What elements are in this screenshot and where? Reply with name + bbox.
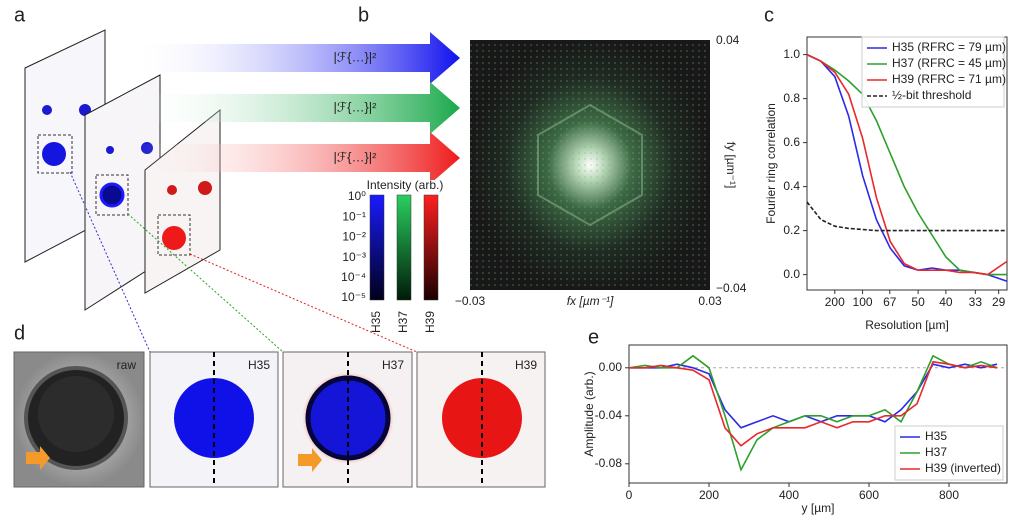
roi bbox=[95, 174, 129, 216]
panel-letter: d bbox=[14, 322, 25, 344]
x-tick-label: 33 bbox=[969, 295, 983, 309]
x-tick-label: 400 bbox=[779, 488, 799, 502]
colorbar-bg bbox=[362, 180, 452, 194]
object bbox=[167, 185, 177, 195]
tile-label: H37 bbox=[382, 358, 404, 372]
series-line bbox=[628, 354, 998, 472]
series-line bbox=[629, 360, 998, 447]
x-tick-label: 0 bbox=[626, 488, 633, 502]
x-tick-label: 100 bbox=[853, 295, 873, 309]
x-tick-label: 50 bbox=[911, 295, 925, 309]
object bbox=[42, 142, 66, 166]
y-axis-label: Amplitude (arb.) bbox=[582, 371, 596, 456]
arrow bbox=[130, 32, 460, 84]
panel-d: raw H35 H37 H39 bbox=[13, 351, 546, 488]
y-tick-label: -0.04 bbox=[595, 408, 623, 422]
legend-label: H39 (RFRC = 71 µm) bbox=[892, 72, 1006, 86]
series-line bbox=[806, 201, 1007, 232]
transform-label: |ℱ{…}|² bbox=[334, 149, 378, 164]
panel-letter: e bbox=[588, 326, 599, 348]
x-tick-label: 800 bbox=[939, 488, 959, 502]
colorbar-ticks: 10⁰ 10⁻¹ 10⁻² 10⁻³ 10⁻⁴ 10⁻⁵ bbox=[341, 189, 366, 304]
object bbox=[99, 182, 125, 208]
colorbar-tick-label: 10⁻² bbox=[342, 230, 366, 244]
x-tick-label: 200 bbox=[825, 295, 845, 309]
object bbox=[42, 105, 52, 115]
legend-label: H37 bbox=[925, 445, 947, 459]
colorbar bbox=[423, 194, 439, 301]
transform-label: |ℱ{…}|² bbox=[334, 99, 378, 114]
x-tick-label: 29 bbox=[992, 295, 1006, 309]
colorbar bbox=[396, 194, 412, 301]
object bbox=[106, 146, 114, 154]
x-tick-label: 200 bbox=[699, 488, 719, 502]
connector bbox=[69, 171, 151, 353]
roi bbox=[37, 134, 73, 174]
y-tick-label: 0.2 bbox=[783, 223, 800, 237]
panel-letter: a bbox=[14, 4, 26, 26]
colorbar-tick-label: 10⁻³ bbox=[342, 250, 366, 264]
arrow bbox=[130, 132, 460, 184]
marker-arrow bbox=[298, 448, 322, 472]
colorbar-name: H35 bbox=[369, 311, 383, 333]
chart: 0.0 0.2 0.4 0.6 0.8 1.0 200 100 67 50 40 33 29 Resolu… bbox=[764, 36, 1008, 332]
x-tick-label: 40 bbox=[939, 295, 953, 309]
object bbox=[162, 226, 186, 250]
y-tick-label: 0.8 bbox=[783, 91, 800, 105]
colorbar-title: Intensity (arb.) bbox=[367, 178, 444, 192]
panel-letter: b bbox=[358, 4, 369, 26]
colorbar-name: H37 bbox=[396, 311, 410, 333]
transform-label: |ℱ{…}|² bbox=[334, 49, 378, 64]
legend-label: H35 bbox=[925, 429, 947, 443]
colorbar bbox=[369, 194, 385, 301]
tile-label: H35 bbox=[248, 358, 270, 372]
legend-label: ½-bit threshold bbox=[892, 88, 971, 102]
hexagon bbox=[537, 103, 643, 227]
tile-label: H39 bbox=[515, 358, 537, 372]
x-tick-label: 600 bbox=[859, 488, 879, 502]
series-line bbox=[806, 53, 1008, 276]
x-tick-label: −0.03 bbox=[455, 294, 486, 308]
marker-arrow bbox=[26, 446, 50, 470]
object bbox=[38, 376, 114, 452]
tile-label: raw bbox=[117, 358, 137, 372]
x-tick-label: 67 bbox=[883, 295, 897, 309]
x-axis-label: fx [µm⁻¹] bbox=[567, 294, 614, 308]
y-tick-label: 0.00 bbox=[599, 360, 623, 374]
fft-texture bbox=[470, 40, 710, 290]
y-tick-label: 0.0 bbox=[783, 267, 800, 281]
y-tick-label: 0.04 bbox=[716, 33, 740, 47]
object bbox=[198, 181, 212, 195]
connector bbox=[127, 213, 284, 353]
series-line bbox=[629, 363, 998, 429]
x-axis-label: y [µm] bbox=[802, 501, 835, 515]
y-tick-label: -0.08 bbox=[595, 456, 623, 470]
y-tick-label: 0.4 bbox=[783, 179, 800, 193]
colorbar-tick-label: 10⁻⁵ bbox=[341, 290, 366, 304]
arrow bbox=[130, 82, 460, 134]
y-tick-label: −0.04 bbox=[716, 281, 747, 295]
legend-label: H35 (RFRC = 79 µm) bbox=[892, 40, 1006, 54]
chart: 0.00 -0.04 -0.08 0 200 400 600 800 y [µm] Amplitu… bbox=[582, 344, 1008, 515]
colorbar-tick-label: 10⁻¹ bbox=[342, 209, 366, 223]
panel-b: −0.03 0.03 0.04 −0.04 fx [µm⁻¹] fy [µm⁻¹… bbox=[341, 33, 747, 333]
colorbar-tick-label: 10⁻⁴ bbox=[341, 270, 366, 284]
panel-a: |ℱ{…}|² |ℱ{…}|² |ℱ{…}|² bbox=[24, 29, 460, 353]
connector bbox=[189, 253, 418, 353]
x-axis-label: Resolution [µm] bbox=[865, 318, 949, 332]
legend-label: H39 (inverted) bbox=[925, 461, 1001, 475]
y-tick-label: 0.6 bbox=[783, 135, 800, 149]
panel-letter: c bbox=[764, 4, 774, 26]
legend-label: H37 (RFRC = 45 µm) bbox=[892, 56, 1006, 70]
x-tick-label: 0.03 bbox=[698, 294, 722, 308]
y-tick-label: 1.0 bbox=[783, 47, 800, 61]
y-axis-label: Fourier ring correlation bbox=[764, 103, 778, 224]
colorbar-name: H39 bbox=[423, 311, 437, 333]
colorbar-tick-label: 10⁰ bbox=[348, 189, 366, 203]
y-axis-label: fy [µm⁻¹] bbox=[724, 142, 738, 189]
